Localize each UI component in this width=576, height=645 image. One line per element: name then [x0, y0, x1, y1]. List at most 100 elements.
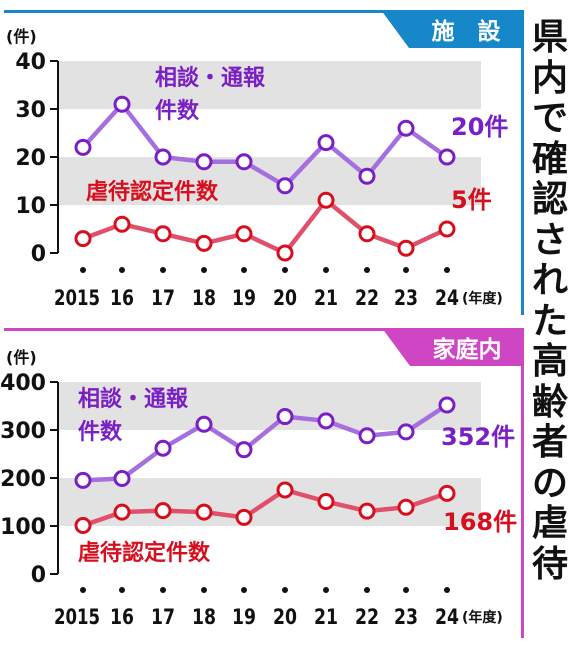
- series-consultations-point: [397, 423, 415, 441]
- x-tick-label: 18: [192, 286, 216, 310]
- series-consultations-point: [235, 153, 253, 171]
- title-char: れ: [531, 260, 568, 301]
- x-tick-dot: [241, 587, 247, 593]
- title-char: 齢: [531, 381, 568, 423]
- series-abuse-confirmed-point: [397, 498, 415, 516]
- y-tick-label: 30: [15, 98, 46, 123]
- panel-tab: [381, 10, 524, 48]
- x-tick-dot: [119, 587, 125, 593]
- x-tick-label: 21: [314, 286, 338, 310]
- series-consultations-point: [358, 167, 376, 185]
- panel-side-line: [521, 10, 524, 315]
- title-char: 認: [531, 179, 568, 220]
- grid-band: [58, 157, 481, 205]
- x-tick-label: 16: [110, 286, 134, 310]
- series-abuse-confirmed-point: [74, 230, 92, 248]
- title-char: の: [531, 462, 568, 504]
- series-consultations-point: [195, 415, 213, 433]
- title-char: 虐: [531, 503, 568, 544]
- series-consultations-line: [81, 101, 449, 189]
- x-tick-dot: [201, 587, 207, 593]
- x-tick-dot: [201, 267, 207, 273]
- x-tick-dot: [160, 267, 166, 273]
- series-consultations-point: [235, 441, 253, 459]
- series-consultations-point: [317, 412, 335, 430]
- title-char: 者: [531, 422, 568, 463]
- series-abuse-confirmed-point: [195, 503, 213, 521]
- end-label-abuse-confirmed: 5件: [451, 186, 492, 214]
- series-label-consultations: 相談・通報件数: [78, 386, 189, 445]
- y-tick-label: 0: [31, 242, 46, 267]
- series-consultations-point: [195, 153, 213, 171]
- series-label-line: 件数: [78, 419, 123, 445]
- chart-panel-facility: 施 設 0 10 20 30 40 (件) 2015 16 17 18 19 20 21 22 23 24 (年度…: [4, 10, 524, 315]
- y-unit-label: (件): [6, 27, 37, 46]
- x-tick-label: 17: [151, 605, 175, 629]
- y-tick-label: 20: [15, 146, 46, 171]
- title-char: 待: [531, 543, 568, 585]
- x-tick-dot: [80, 587, 86, 593]
- series-abuse-confirmed-point: [276, 481, 294, 499]
- x-tick-label: 18: [192, 605, 216, 629]
- series-abuse-confirmed-point: [154, 225, 172, 243]
- series-consultations-point: [154, 439, 172, 457]
- x-tick-dot: [403, 267, 409, 273]
- y-tick-label: 100: [0, 515, 46, 540]
- x-tick-dot: [364, 587, 370, 593]
- x-unit-label: (年度): [462, 290, 503, 307]
- series-abuse-confirmed-point: [276, 244, 294, 262]
- series-consultations-point: [397, 119, 415, 137]
- x-tick-label: 24: [435, 605, 459, 629]
- x-tick-dot: [241, 267, 247, 273]
- series-consultations-point: [276, 177, 294, 195]
- series-consultations-point: [276, 408, 294, 426]
- end-label-consultations: 352件: [441, 423, 515, 451]
- series-abuse-confirmed-line: [82, 197, 448, 256]
- title-char: 県: [531, 17, 568, 58]
- x-tick-label: 20: [273, 605, 297, 629]
- y-tick-label: 200: [0, 467, 46, 492]
- series-abuse-confirmed-point: [438, 484, 456, 502]
- series-abuse-confirmed-point: [113, 503, 131, 521]
- x-tick-dot: [323, 587, 329, 593]
- y-tick-label: 0: [31, 563, 46, 588]
- x-tick-dot: [364, 267, 370, 273]
- x-tick-dot: [160, 587, 166, 593]
- x-tick-label: 23: [394, 605, 418, 629]
- y-tick-label: 300: [0, 419, 46, 444]
- series-consultations-point: [317, 134, 335, 152]
- panel-tab-label: 施 設: [432, 18, 502, 45]
- x-tick-dot: [119, 267, 125, 273]
- x-tick-label: 24: [435, 286, 459, 310]
- series-consultations-point: [154, 148, 172, 166]
- series-abuse-confirmed-point: [438, 220, 456, 238]
- series-consultations-point: [438, 148, 456, 166]
- series-label-consultations: 相談・通報件数: [155, 65, 266, 124]
- series-abuse-confirmed-point: [154, 502, 172, 520]
- series-consultations-line: [82, 403, 449, 483]
- series-abuse-confirmed-point: [235, 225, 253, 243]
- panel-header-line: [4, 10, 524, 13]
- series-label-line: 件数: [155, 98, 200, 124]
- y-unit-label: (件): [6, 348, 37, 367]
- title-char: 確: [531, 138, 568, 180]
- series-label-line: 相談・通報: [78, 386, 189, 412]
- series-abuse-confirmed-point: [317, 493, 335, 511]
- series-consultations-point: [358, 427, 376, 445]
- x-tick-dot: [323, 267, 329, 273]
- chart-panel-home: 家庭内 0 100 200 300 400 (件) 2015 16 17 18 19 20 21 22 23 2…: [0, 328, 524, 638]
- vertical-title: 県内で確認された高齢者の虐待: [527, 17, 573, 585]
- x-tick-dot: [282, 587, 288, 593]
- end-label-consultations: 20件: [451, 113, 508, 141]
- x-tick-dot: [282, 267, 288, 273]
- series-abuse-confirmed-point: [195, 234, 213, 252]
- series-abuse-confirmed-point: [397, 239, 415, 257]
- x-unit-label: (年度): [462, 609, 503, 626]
- title-char: で: [531, 98, 568, 139]
- x-tick-label: 2015: [54, 605, 100, 629]
- series-consultations-point: [74, 138, 92, 156]
- panel-tab: [382, 328, 524, 366]
- x-tick-label: 2015: [54, 286, 100, 310]
